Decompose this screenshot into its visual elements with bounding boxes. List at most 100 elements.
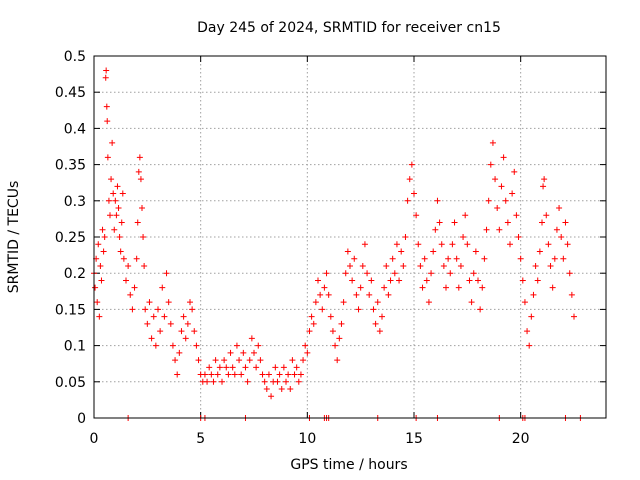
data-point	[167, 320, 174, 327]
data-point	[485, 197, 492, 204]
data-point	[347, 262, 353, 269]
data-point	[517, 255, 524, 262]
data-point	[180, 313, 187, 320]
y-tick-label: 0.25	[55, 230, 86, 246]
data-point	[176, 349, 183, 356]
data-point	[451, 219, 458, 226]
data-point	[462, 212, 469, 219]
data-point	[509, 190, 516, 197]
x-axis-label: GPS time / hours	[290, 457, 407, 473]
data-point	[349, 277, 356, 284]
data-point	[119, 190, 126, 197]
data-point	[391, 270, 398, 277]
data-point	[116, 234, 123, 240]
data-point	[553, 226, 560, 233]
data-point	[368, 277, 375, 284]
data-point	[103, 103, 110, 110]
data-point	[383, 262, 390, 269]
data-points	[91, 67, 584, 421]
data-point	[447, 270, 454, 277]
data-point	[236, 357, 243, 364]
data-point	[163, 270, 170, 277]
data-point	[287, 386, 294, 393]
data-point	[404, 197, 411, 204]
data-point	[135, 168, 142, 175]
data-point	[477, 306, 484, 313]
data-point	[453, 255, 460, 262]
data-point	[457, 262, 464, 269]
data-point	[423, 277, 430, 284]
data-point	[351, 255, 358, 262]
data-point	[306, 328, 313, 335]
data-point	[425, 299, 432, 306]
data-point	[511, 168, 518, 175]
data-point	[120, 255, 127, 262]
data-point	[184, 320, 191, 327]
data-point	[334, 357, 341, 364]
data-point	[515, 234, 522, 240]
data-point	[468, 299, 475, 306]
data-point	[310, 320, 317, 327]
data-point	[536, 248, 543, 255]
data-point	[479, 284, 486, 291]
data-point	[421, 255, 428, 262]
data-point	[543, 212, 550, 219]
data-point	[255, 342, 262, 349]
data-point	[111, 226, 118, 233]
data-point	[136, 154, 143, 161]
data-point	[494, 205, 501, 212]
data-point	[361, 241, 368, 248]
data-point	[396, 277, 403, 284]
data-point	[141, 262, 148, 269]
data-point	[146, 299, 153, 306]
data-point	[547, 262, 554, 269]
data-point	[521, 299, 528, 306]
data-point	[251, 349, 257, 356]
data-point	[98, 277, 105, 284]
data-point	[402, 234, 409, 240]
x-tick-label: 10	[298, 431, 316, 447]
data-point	[193, 342, 200, 349]
data-point	[327, 313, 334, 320]
data-point	[206, 364, 213, 371]
data-point	[229, 364, 236, 371]
data-point	[489, 139, 496, 146]
y-tick-label: 0.3	[64, 194, 86, 210]
data-point	[131, 284, 138, 291]
chart-title: Day 245 of 2024, SRMTID for receiver cn1…	[197, 20, 501, 36]
data-point	[191, 328, 198, 335]
data-point	[161, 313, 168, 320]
data-point	[104, 154, 111, 161]
data-point	[261, 378, 268, 385]
data-point	[144, 320, 151, 327]
data-point	[359, 262, 366, 269]
data-point	[300, 357, 307, 364]
data-point	[204, 378, 211, 385]
data-point	[214, 371, 221, 378]
data-point	[150, 313, 157, 320]
y-tick-label: 0.2	[64, 266, 86, 282]
data-point	[357, 284, 364, 291]
x-tick-label: 0	[90, 431, 99, 447]
data-point	[406, 176, 413, 183]
data-point	[385, 291, 392, 298]
data-point	[244, 378, 251, 385]
data-point	[325, 291, 332, 298]
data-point	[105, 197, 112, 204]
data-point	[540, 183, 547, 190]
data-point	[438, 241, 445, 248]
data-point	[408, 161, 415, 168]
plot-frame	[93, 55, 607, 419]
data-point	[117, 248, 124, 255]
data-point	[560, 255, 567, 262]
data-point	[148, 335, 155, 342]
y-tick-label: 0.45	[55, 85, 86, 101]
data-point	[137, 176, 144, 183]
data-point	[393, 241, 400, 248]
data-point	[387, 277, 394, 284]
y-tick-label: 0.15	[55, 302, 86, 318]
data-point	[174, 371, 181, 378]
data-point	[96, 313, 103, 320]
data-point	[134, 219, 141, 226]
